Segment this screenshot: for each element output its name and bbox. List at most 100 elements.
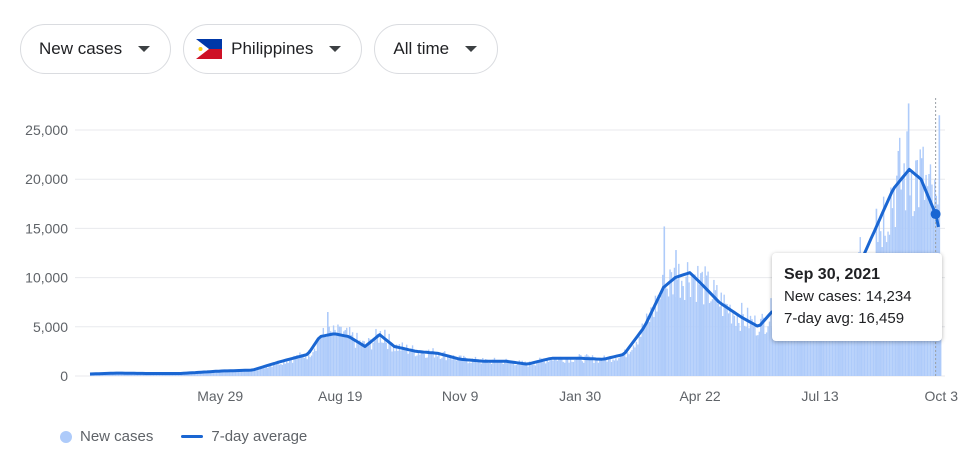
bar (599, 357, 601, 376)
bar (533, 364, 535, 376)
bar (606, 361, 608, 376)
x-tick-label: May 29 (197, 388, 243, 404)
bar (346, 327, 348, 376)
bar (423, 354, 425, 376)
legend-label-7day: 7-day average (211, 428, 308, 445)
bar (205, 371, 207, 376)
bar (587, 355, 589, 376)
bar (717, 303, 720, 376)
bar (711, 299, 714, 376)
bar (777, 308, 780, 376)
bar (272, 364, 275, 376)
bar (629, 351, 632, 376)
bar (322, 327, 325, 376)
bar (685, 276, 687, 376)
bar (779, 324, 781, 376)
bar (388, 333, 390, 376)
bar (593, 362, 595, 376)
bar (300, 354, 303, 376)
bar (682, 286, 684, 376)
bar (228, 369, 231, 376)
bar (644, 326, 646, 376)
tooltip-new-cases: New cases: 14,234 (784, 288, 912, 305)
bar (504, 362, 506, 376)
bar (806, 315, 809, 376)
bar (547, 361, 550, 376)
bar (527, 366, 529, 376)
bar (477, 361, 480, 376)
bar (473, 359, 475, 376)
bar (408, 351, 411, 376)
bar (710, 301, 712, 376)
bar (525, 364, 528, 376)
bar (486, 359, 488, 376)
bar (720, 292, 722, 376)
bar (373, 340, 376, 376)
bar (556, 360, 559, 376)
bar (338, 326, 341, 376)
bar (344, 329, 346, 376)
bar (198, 371, 200, 376)
bar (218, 371, 221, 376)
bar (274, 365, 276, 376)
bar (248, 369, 250, 376)
bar (628, 354, 630, 376)
bar (223, 371, 225, 376)
bar (751, 319, 753, 376)
bar (656, 311, 658, 376)
bar (640, 336, 642, 376)
bar (493, 357, 496, 376)
bar (454, 357, 456, 376)
bar (552, 360, 554, 376)
bar (681, 280, 683, 376)
location-dropdown[interactable]: Philippines (183, 24, 363, 74)
y-tick-label: 0 (60, 368, 68, 384)
bar (784, 312, 787, 376)
bar (741, 302, 743, 376)
bar (666, 288, 668, 376)
bar (528, 361, 531, 376)
bar (296, 355, 298, 376)
bar (366, 346, 368, 376)
bar (559, 356, 562, 376)
bar (451, 359, 453, 376)
bar (471, 358, 474, 376)
bar (708, 303, 711, 376)
bar (770, 298, 772, 376)
bar (523, 363, 525, 376)
period-dropdown[interactable]: All time (374, 24, 499, 74)
bar (509, 361, 512, 376)
bar (468, 362, 471, 376)
bar (299, 352, 301, 376)
bar (667, 296, 670, 376)
bar (441, 358, 443, 376)
bar (231, 369, 234, 376)
bar (713, 279, 715, 376)
bar (439, 358, 442, 376)
bar (502, 364, 504, 376)
bar (318, 339, 320, 376)
bar (730, 323, 733, 376)
bar (278, 364, 281, 376)
bar (830, 319, 832, 376)
bar (698, 284, 701, 376)
bar (574, 360, 576, 376)
bar (226, 371, 228, 376)
x-tick-label: Apr 22 (679, 388, 720, 404)
bar (354, 347, 357, 376)
bar (543, 359, 545, 376)
bar (321, 335, 323, 376)
metric-dropdown[interactable]: New cases (20, 24, 172, 74)
bar (327, 312, 329, 376)
bar (831, 317, 834, 376)
bar (817, 326, 819, 376)
bar (211, 371, 213, 376)
bar (603, 355, 605, 376)
bar (808, 310, 810, 376)
bar (707, 271, 709, 376)
bar (457, 357, 459, 376)
bar (445, 360, 447, 376)
bar (312, 352, 314, 376)
bar (722, 316, 724, 376)
bar (647, 315, 649, 376)
